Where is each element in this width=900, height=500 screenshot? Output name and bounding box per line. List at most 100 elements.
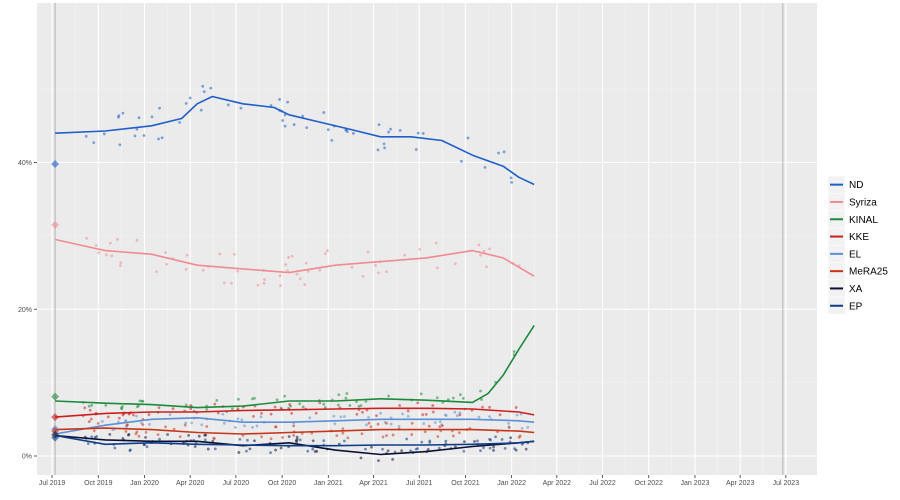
poll-point-syriza xyxy=(366,250,370,254)
election-result-nd xyxy=(51,159,60,168)
poll-point-ep xyxy=(213,447,217,451)
poll-point-ep xyxy=(95,434,99,438)
poll-point-kke xyxy=(89,417,93,421)
poll-point-mera25 xyxy=(212,436,216,440)
poll-point-kinal xyxy=(301,405,305,409)
poll-point-syriza xyxy=(278,274,282,278)
poll-point-kke xyxy=(117,416,121,420)
poll-point-nd xyxy=(135,127,139,131)
poll-point-kke xyxy=(106,415,110,419)
poll-point-xa xyxy=(391,457,394,461)
poll-point-kke xyxy=(273,405,277,409)
poll-point-syriza xyxy=(262,281,266,285)
poll-point-kke xyxy=(147,413,151,416)
poll-point-kinal xyxy=(345,392,349,395)
poll-point-kinal xyxy=(512,350,516,353)
poll-point-nd xyxy=(322,111,326,114)
trend-line-el xyxy=(54,417,535,435)
poll-point-kke xyxy=(498,413,502,417)
poll-point-kinal xyxy=(451,396,455,400)
poll-point-kinal xyxy=(479,389,482,393)
poll-point-mera25 xyxy=(451,434,455,438)
poll-point-nd xyxy=(121,111,125,115)
poll-point-syriza xyxy=(377,271,380,275)
legend-label-syriza: Syriza xyxy=(849,197,877,208)
poll-point-syriza xyxy=(295,272,299,276)
poll-point-kinal xyxy=(344,396,348,400)
poll-point-el xyxy=(342,415,346,418)
poll-point-syriza xyxy=(256,283,260,287)
poll-point-nd xyxy=(301,114,305,118)
poll-point-mera25 xyxy=(423,430,427,434)
poll-point-mera25 xyxy=(141,423,145,427)
x-axis: Jul 2019 Oct 2019 Jan 2020 Apr 2020 Jul 2020… xyxy=(39,475,799,487)
poll-point-mera25 xyxy=(260,435,263,439)
poll-point-ep xyxy=(462,449,466,453)
poll-point-nd xyxy=(376,148,380,152)
poll-point-nd xyxy=(281,119,285,122)
poll-point-xa xyxy=(197,434,201,438)
poll-point-kke xyxy=(416,401,420,405)
poll-point-mera25 xyxy=(391,433,395,437)
poll-point-syriza xyxy=(350,265,354,269)
poll-point-el xyxy=(526,425,530,429)
x-tick-label: Apr 2021 xyxy=(359,480,388,487)
poll-point-kke xyxy=(314,411,318,415)
poll-point-el xyxy=(124,419,128,422)
poll-point-kke xyxy=(260,411,263,415)
poll-point-xa xyxy=(426,447,430,451)
poll-point-kinal xyxy=(283,394,287,398)
poll-point-xa xyxy=(295,438,299,441)
poll-point-syriza xyxy=(97,251,101,255)
poll-point-xa xyxy=(274,448,277,452)
poll-point-kke xyxy=(514,406,518,409)
poll-point-syriza xyxy=(232,252,236,256)
poll-point-kinal xyxy=(120,405,124,408)
poll-point-el xyxy=(453,410,457,414)
y-tick-label: 0% xyxy=(22,454,32,461)
poll-point-xa xyxy=(473,440,476,443)
poll-point-syriza xyxy=(325,249,329,253)
trend-line-kinal xyxy=(55,324,535,409)
poll-point-kke xyxy=(365,408,369,412)
poll-point-mera25 xyxy=(274,425,277,429)
trend-line-syriza xyxy=(54,238,535,277)
poll-point-xa xyxy=(253,439,256,443)
poll-point-el xyxy=(332,414,336,418)
poll-point-nd xyxy=(283,113,287,117)
poll-point-el xyxy=(443,413,447,417)
poll-point-nd xyxy=(137,116,141,120)
poll-point-nd xyxy=(117,114,121,118)
poll-point-syriza xyxy=(115,237,119,241)
poll-point-kinal xyxy=(458,393,462,397)
poll-point-kinal xyxy=(357,404,361,408)
poll-point-kinal xyxy=(322,402,326,406)
poll-point-nd xyxy=(160,136,164,140)
poll-point-mera25 xyxy=(341,427,345,431)
poll-point-nd xyxy=(305,126,309,129)
poll-point-nd xyxy=(142,134,146,137)
poll-point-syriza xyxy=(94,243,98,247)
poll-point-xa xyxy=(166,433,169,436)
poll-point-mera25 xyxy=(281,436,285,439)
poll-point-mera25 xyxy=(126,423,129,427)
poll-point-kke xyxy=(458,413,462,417)
poll-point-xa xyxy=(400,449,404,453)
poll-point-mera25 xyxy=(172,427,176,431)
poll-point-ep xyxy=(476,439,479,443)
poll-point-mera25 xyxy=(360,432,364,436)
poll-point-mera25 xyxy=(183,423,187,427)
poll-point-mera25 xyxy=(156,433,160,437)
poll-point-el xyxy=(259,415,263,419)
poll-point-xa xyxy=(492,448,495,452)
poll-point-mera25 xyxy=(440,424,444,428)
poll-point-nd xyxy=(202,90,206,94)
poll-point-ep xyxy=(238,437,242,441)
poll-point-syriza xyxy=(164,251,167,254)
poll-point-ep xyxy=(142,443,146,447)
poll-point-el xyxy=(433,421,437,424)
election-result-kinal xyxy=(51,392,60,401)
trend-line-kke xyxy=(55,407,535,418)
poll-point-syriza xyxy=(108,241,112,245)
